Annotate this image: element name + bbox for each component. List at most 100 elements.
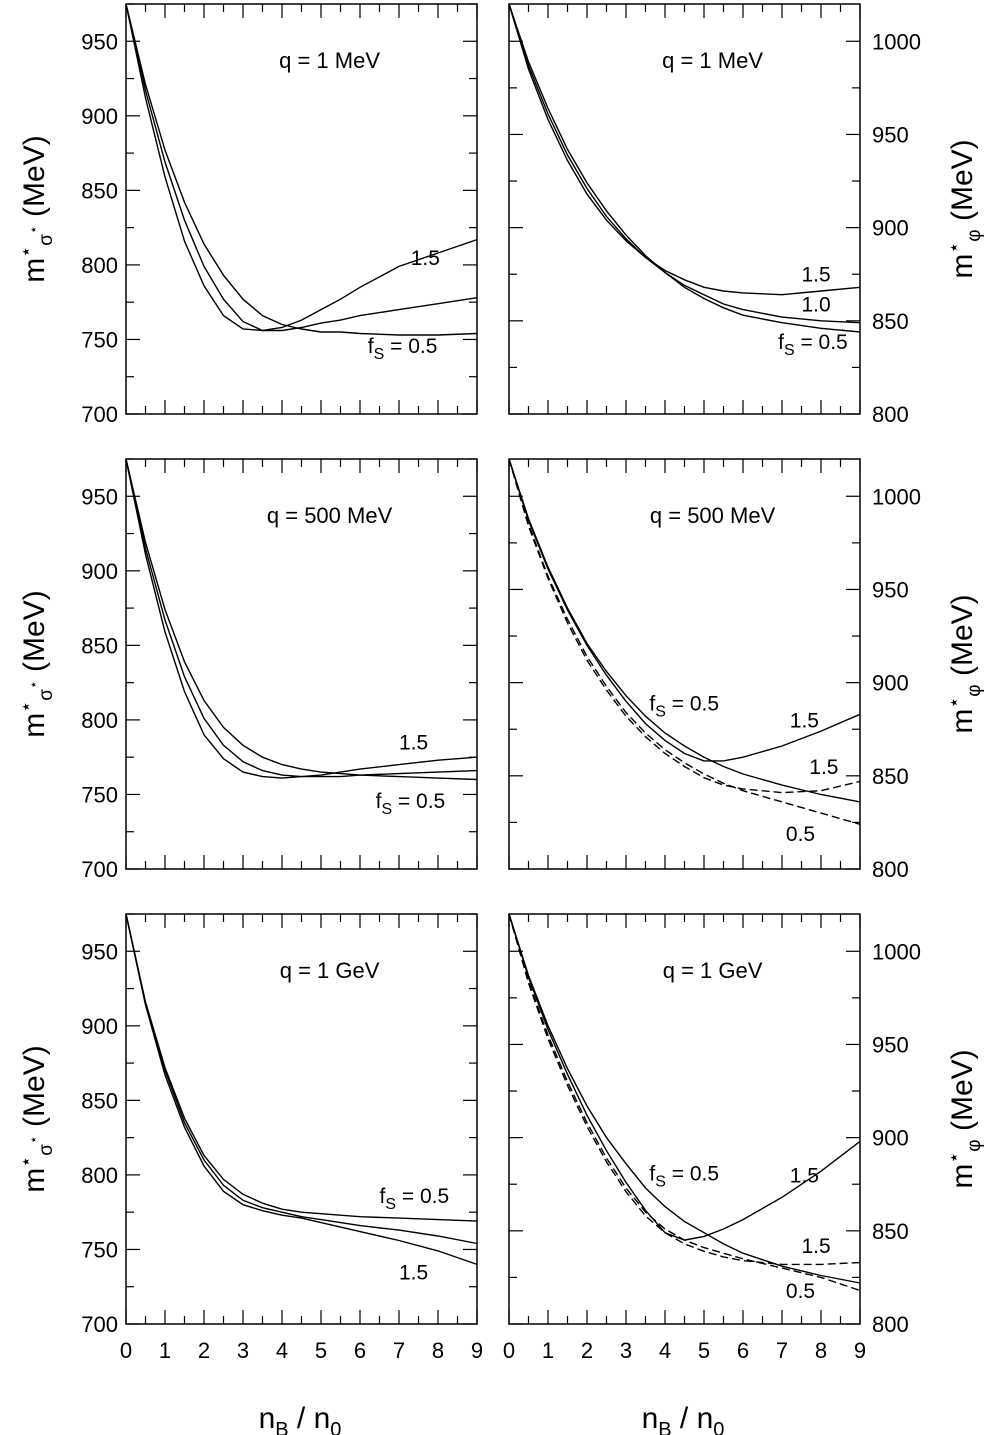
y-tick-label: 850 <box>872 309 909 334</box>
curve-label: fS = 0.5 <box>649 1163 719 1191</box>
panel-title: q = 1 GeV <box>280 958 380 983</box>
x-tick-label: 1 <box>159 1338 171 1363</box>
curve-label: 1.5 <box>399 1261 428 1284</box>
series-line-1-0 <box>125 913 478 1245</box>
y-axis-label-left: m⋆σ⋆ (MeV) <box>16 1045 57 1192</box>
series-line-1-5 <box>125 3 478 332</box>
y-tick-label: 900 <box>872 671 909 696</box>
curve-label: 1.5 <box>802 264 831 287</box>
y-tick-label: 950 <box>81 939 118 964</box>
y-tick-label: 950 <box>81 29 118 54</box>
x-tick-label: 2 <box>581 1338 593 1363</box>
y-tick-label: 700 <box>81 857 118 882</box>
curve-label: fS = 0.5 <box>649 693 719 721</box>
series-line-dashed-1-5 <box>508 458 861 794</box>
curve-label: 1.5 <box>809 756 838 779</box>
y-tick-label: 900 <box>81 1014 118 1039</box>
y-tick-label: 750 <box>81 327 118 352</box>
x-tick-label: 4 <box>659 1338 671 1363</box>
y-tick-label: 900 <box>872 1126 909 1151</box>
y-tick-label: 800 <box>81 253 118 278</box>
y-tick-label: 850 <box>81 1088 118 1113</box>
x-tick-label: 0 <box>503 1338 515 1363</box>
y-tick-label: 1000 <box>872 939 921 964</box>
series-line-1-0 <box>125 458 478 778</box>
series-line-dashed-1-5 <box>508 913 861 1266</box>
series-line-1-5 <box>125 458 478 779</box>
panel-4: 800 850 900 950 1000 q = 500 MeV fS = 0.5 1.5 1.… <box>508 458 921 882</box>
y-axis-label-right: m⋆φ (MeV) <box>944 1049 985 1188</box>
y-tick-label: 800 <box>872 402 909 427</box>
x-tick-label: 4 <box>276 1338 288 1363</box>
y-axis-label-right: m⋆φ (MeV) <box>944 594 985 733</box>
y-tick-label: 850 <box>872 764 909 789</box>
y-tick-label: 750 <box>81 1237 118 1262</box>
panel-title: q = 1 MeV <box>279 48 380 73</box>
panel-1: 700 750 800 850 900 950 q = 1 MeV 1.5 fS = 0.5 <box>81 3 478 427</box>
x-axis-label-left: nB / n0 <box>259 1402 342 1435</box>
series-line-1-0 <box>125 3 478 332</box>
panel-title: q = 500 MeV <box>650 503 776 528</box>
x-tick-label: 7 <box>776 1338 788 1363</box>
x-tick-label: 3 <box>237 1338 249 1363</box>
series-line-1-5 <box>508 458 861 762</box>
x-tick-label: 7 <box>393 1338 405 1363</box>
series-line-0-5 <box>125 458 478 781</box>
curve-label: 0.5 <box>786 1280 815 1303</box>
curve-label: fS = 0.5 <box>368 335 438 363</box>
x-tick-label: 5 <box>315 1338 327 1363</box>
panel-5: 0 1 2 3 4 5 6 7 8 9 700 750 800 850 900 950 q = 1 GeV fS … <box>81 913 483 1363</box>
panel-2: 800 850 900 950 1000 q = 1 MeV 1.5 1.0 fS = 0.5 <box>508 3 921 427</box>
y-tick-label: 850 <box>81 633 118 658</box>
series-line-1-0 <box>508 3 861 324</box>
y-tick-label: 900 <box>81 559 118 584</box>
series-line-0-5 <box>125 913 478 1222</box>
x-tick-label: 6 <box>354 1338 366 1363</box>
curve-label: fS = 0.5 <box>778 331 848 359</box>
x-tick-label: 2 <box>198 1338 210 1363</box>
series-line-0-5 <box>508 913 861 1284</box>
series-line-0-5 <box>508 458 861 803</box>
y-tick-label: 1000 <box>872 484 921 509</box>
curve-label: fS = 0.5 <box>380 1185 450 1213</box>
y-tick-label: 850 <box>872 1219 909 1244</box>
y-tick-label: 800 <box>872 857 909 882</box>
curve-label: 1.0 <box>802 294 831 317</box>
series-line-dashed-0-5 <box>508 913 861 1292</box>
x-tick-label: 8 <box>432 1338 444 1363</box>
y-tick-label: 950 <box>872 122 909 147</box>
x-tick-label: 8 <box>815 1338 827 1363</box>
y-tick-label: 1000 <box>872 29 921 54</box>
panel-title: q = 1 GeV <box>663 958 763 983</box>
y-tick-label: 750 <box>81 782 118 807</box>
x-tick-label: 3 <box>620 1338 632 1363</box>
y-tick-label: 900 <box>81 104 118 129</box>
y-axis-label-right: m⋆φ (MeV) <box>944 139 985 278</box>
panel-title: q = 500 MeV <box>267 503 393 528</box>
x-axis-label-right: nB / n0 <box>642 1402 725 1435</box>
y-tick-label: 700 <box>81 1312 118 1337</box>
series-line-dashed-0-5 <box>508 458 861 825</box>
y-tick-label: 700 <box>81 402 118 427</box>
x-tick-label: 9 <box>471 1338 483 1363</box>
series-line-1-5 <box>508 3 861 296</box>
curve-label: 1.5 <box>411 247 440 270</box>
x-tick-label: 9 <box>854 1338 866 1363</box>
y-tick-label: 950 <box>81 484 118 509</box>
x-tick-label: 6 <box>737 1338 749 1363</box>
x-tick-label: 0 <box>120 1338 132 1363</box>
y-tick-label: 800 <box>81 708 118 733</box>
curve-label: 1.5 <box>790 709 819 732</box>
x-tick-label: 5 <box>698 1338 710 1363</box>
panel-3: 700 750 800 850 900 950 q = 500 MeV 1.5 fS = 0.5 <box>81 458 478 882</box>
series-line-0-5 <box>125 3 478 336</box>
curve-label: 1.5 <box>802 1235 831 1258</box>
y-tick-label: 900 <box>872 216 909 241</box>
y-tick-label: 800 <box>81 1163 118 1188</box>
y-tick-label: 950 <box>872 577 909 602</box>
curve-label: 0.5 <box>786 823 815 846</box>
x-tick-label: 1 <box>542 1338 554 1363</box>
series-line-1-5 <box>125 913 478 1266</box>
